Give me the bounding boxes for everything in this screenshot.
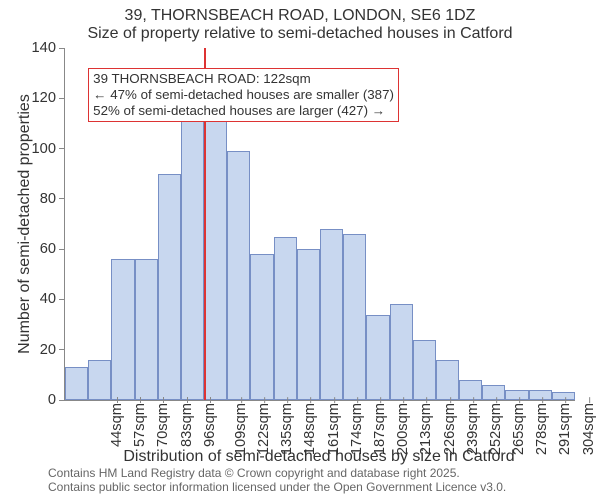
histogram-bar [88,360,111,400]
histogram-bar [204,116,227,400]
x-tick: 70sqm [155,403,171,447]
footer-line-2: Contains public sector information licen… [48,480,506,494]
y-tick: 80 [40,191,65,207]
histogram-bar [320,229,343,400]
x-tick: 83sqm [179,403,195,447]
y-tick: 40 [40,291,65,307]
y-tick: 20 [40,342,65,358]
histogram-bar [111,259,134,400]
histogram-bar [65,367,88,400]
y-tick: 140 [32,40,65,56]
x-tick: 44sqm [109,403,125,447]
y-axis-label: Number of semi-detached properties [16,48,34,400]
annotation-line: 39 THORNSBEACH ROAD: 122sqm [93,71,394,87]
histogram-bar [135,259,158,400]
annotation-line: ← 47% of semi-detached houses are smalle… [93,87,394,103]
histogram-bar [227,151,250,400]
histogram-bar [297,249,320,400]
histogram-bar [459,380,482,400]
footer-line-1: Contains HM Land Registry data © Crown c… [48,466,506,480]
histogram-bar [529,390,552,400]
histogram-bar [158,174,181,400]
histogram-bar [274,237,297,400]
chart-root: 39, THORNSBEACH ROAD, LONDON, SE6 1DZ Si… [0,0,600,500]
x-tick: 304sqm [581,403,597,455]
histogram-bar [343,234,366,400]
x-axis-label: Distribution of semi-detached houses by … [64,448,574,466]
histogram-bar [436,360,459,400]
histogram-bar [505,390,528,400]
x-tick: 57sqm [132,403,148,447]
chart-title: 39, THORNSBEACH ROAD, LONDON, SE6 1DZ [0,6,600,25]
chart-subtitle: Size of property relative to semi-detach… [0,24,600,43]
histogram-bar [366,315,389,400]
annotation-box: 39 THORNSBEACH ROAD: 122sqm← 47% of semi… [88,68,399,122]
plot-area: 02040608010012014044sqm57sqm70sqm83sqm96… [64,48,575,401]
x-tick: 96sqm [202,403,218,447]
y-tick: 60 [40,241,65,257]
histogram-bar [390,304,413,400]
y-tick: 0 [48,392,65,408]
y-tick: 120 [32,90,65,106]
annotation-line: 52% of semi-detached houses are larger (… [93,103,394,119]
histogram-bar [413,340,436,400]
histogram-bar [250,254,273,400]
histogram-bar [181,121,204,400]
histogram-bar [552,392,575,400]
footer-text: Contains HM Land Registry data © Crown c… [48,466,506,494]
histogram-bar [482,385,505,400]
y-tick: 100 [32,141,65,157]
